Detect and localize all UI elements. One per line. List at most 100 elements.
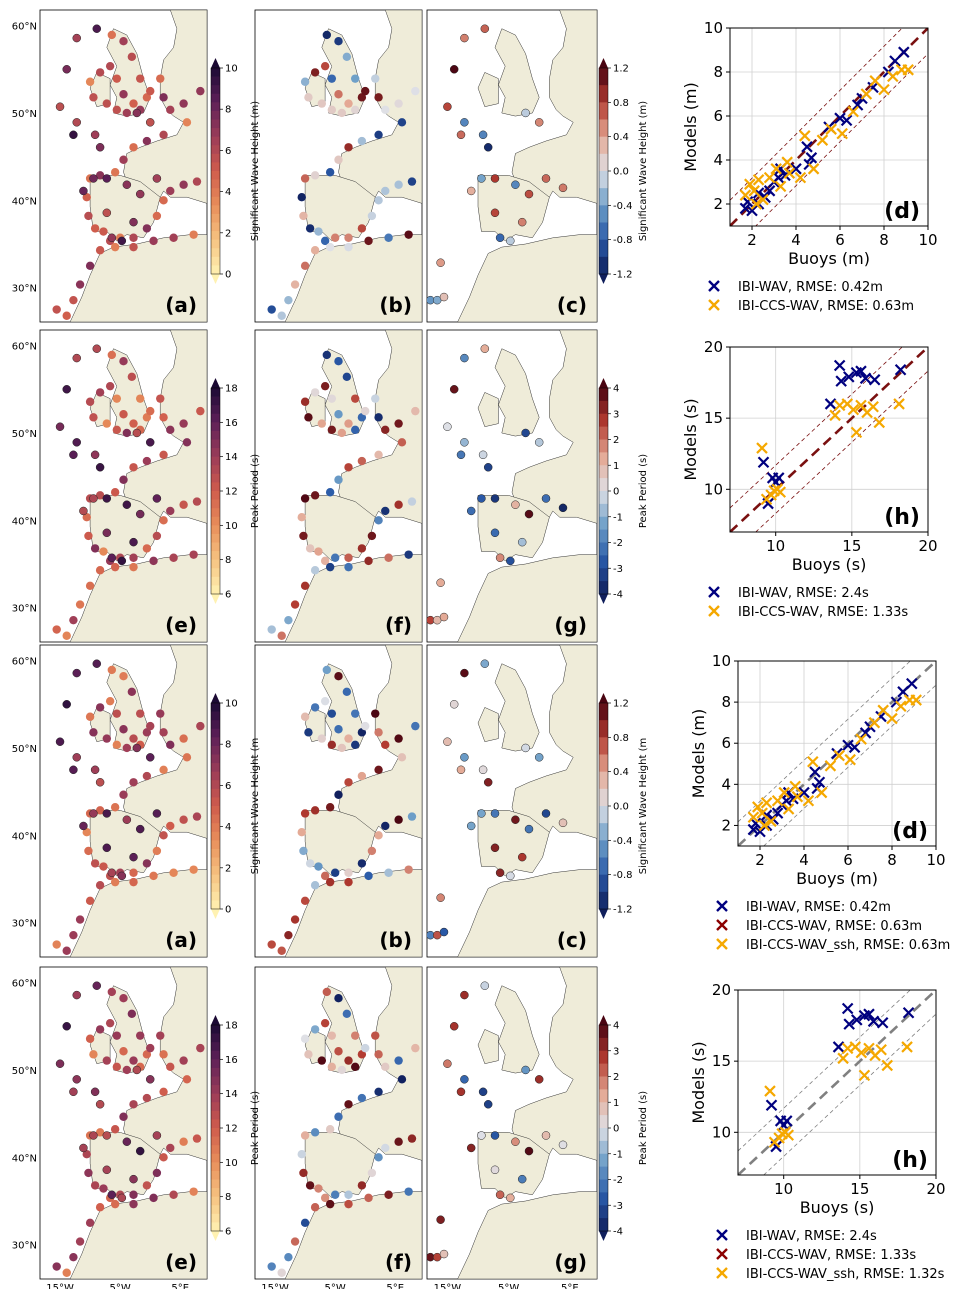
x-tick-label: 15 [842,537,861,555]
y-tick-label: 4 [713,151,723,169]
map-row1-abs-coast-pt-18 [159,413,168,422]
map-row2-abs-coast-pt-30 [82,828,91,837]
map-row0-station-land-2 [477,72,499,107]
map-row0-diff-coast-pt-10 [300,77,310,86]
upper-bound-line [730,28,903,201]
map-row2-abs-coast-pt-0 [107,665,117,675]
map-row1-abs-coast-pt-53 [52,625,61,634]
colorbar-row1-diff-seg-3 [599,426,608,440]
colorbar-tick-label: 2 [613,1072,619,1083]
map-row1-station-land-2 [477,392,499,427]
map-row1-diff-coast-pt-41 [394,500,403,509]
map-row3-abs-coast-pt-25 [129,1100,138,1109]
colorbar-tick-label: -0.4 [613,836,633,847]
map-row1-abs-coast-pt-48 [95,566,105,575]
map-row0-diff-coast-pt-27 [325,168,335,177]
colorbar-row1-abs-extend-bottom [211,594,220,604]
map-row1-diff-coast-pt-42 [407,497,417,506]
colorbar-row2-abs-seg-18 [211,857,220,867]
colorbar-row0-abs-seg-14 [211,188,220,198]
colorbar-label: Peak Period (s) [638,1091,649,1165]
map-row0-diff-coast-pt-9 [304,93,313,102]
map-row1-diff-coast-pt-52 [277,631,286,640]
map-row2-diff-panel-label: (b) [379,928,412,952]
data-point-series0-10 [801,141,813,153]
map-row3-diff-coast-pt-35 [330,1190,340,1199]
map-row0-abs-coast-pt-46 [169,233,178,242]
map-row1-abs-coast-pt-20 [179,419,188,428]
colorbar-row3-abs-seg-5 [211,1067,220,1077]
map-row3-abs-coast-pt-8 [102,1056,112,1065]
map-row2-abs-coast-pt-2 [127,687,137,696]
map-row0-station-panel-label: (c) [557,293,587,317]
colorbar-tick-label: -1 [613,1149,623,1160]
colorbar-row3-abs-seg-9 [211,1102,220,1112]
data-point-series0-7 [780,795,793,807]
legend-marker [716,900,728,912]
map-row0-diff-land-4 [284,234,422,322]
map-row1-diff-coast-pt-49 [300,581,310,591]
colorbar-row3-abs-seg-7 [211,1085,220,1095]
map-row2-abs-station-15 [135,824,145,834]
map-row1-abs-coast-pt-38 [152,531,162,541]
map-row0-diff-coast-pt-43 [325,242,335,252]
colorbar-row3-abs-seg-23 [211,1222,220,1232]
map-row1-diff-coast-pt-31 [299,531,308,541]
map-row0-diff-coast-pt-47 [404,230,413,239]
map-row3-diff-coast-pt-49 [300,1218,310,1228]
map-row3-abs-coast-pt-13 [112,1031,122,1040]
legend-marker [716,938,728,950]
map-row3-abs-coast-pt-21 [196,1043,205,1053]
map-row2-station-land-0 [511,645,597,839]
map-row1-diff-coast-pt-20 [394,419,403,428]
x-tick-label: 8 [887,851,897,869]
map-row2-abs: (a) 60°N 50°N 40°N 30°N [12,644,208,958]
colorbar-row0-abs-seg-3 [211,93,220,103]
map-row0-abs-coast-pt-12 [105,61,115,71]
map-row2-station-station-4 [460,753,469,762]
y-tick-label: 10 [712,652,731,670]
map-row3-station-station-3 [443,1059,452,1068]
map-row1-diff-land-0 [338,330,422,524]
map-row2-station-station-1 [480,659,490,668]
map-row3-station-station-17 [517,1174,527,1184]
colorbar-row1-abs-seg-21 [211,568,220,578]
data-point-series0-4 [780,1115,793,1127]
map-row0-diff-coast-pt-22 [397,118,407,127]
map-row1-diff-coast-pt-5 [351,425,360,435]
map-row0-diff-coast-pt-24 [357,136,367,146]
map-row1-station-station-2 [449,385,459,394]
colorbar-row2-abs-seg-11 [211,797,220,807]
map-row0-abs-coast-pt-37 [142,224,152,233]
map-row0-diff-coast-pt-44 [344,242,353,252]
colorbar-row2-diff-seg-8 [599,840,608,858]
colorbar-row3-abs-seg-11 [211,1119,220,1129]
map-row3-abs-coast-pt-31 [84,1168,93,1178]
map-row2-abs-station-2 [62,700,71,709]
map-row3-abs-coast-pt-42 [192,1134,202,1143]
lon-label: 5°E [171,1283,189,1289]
colorbar-row1-abs-seg-20 [211,559,220,569]
map-row0-diff-coast-pt-18 [374,93,383,102]
map-row0-abs-coast-pt-19 [166,105,175,115]
map-row1-abs-coast-pt-7 [112,425,122,435]
map-row3-abs-station-3 [55,1059,65,1068]
map-row2-station-station-8 [534,753,544,762]
map-row3-abs-coast-pt-43 [110,1199,120,1209]
x-axis-label: Buoys (m) [796,869,878,888]
map-row0-abs-coast-pt-4 [142,93,152,102]
colorbar-row3-diff-seg-6 [599,1102,608,1116]
colorbar-label: Significant Wave Height (m) [250,101,261,241]
map-row3-station-station-18 [495,1190,505,1200]
map-row2-abs-station-3 [55,737,65,746]
y-tick-label: 6 [721,734,731,752]
colorbar-row1-diff-seg-11 [599,529,608,543]
map-row0-abs-coast-pt-11 [95,68,105,77]
data-point-series2-5 [771,795,784,807]
map-row2-abs-coast-pt-39 [159,831,168,840]
colorbar-tick-label: 0 [225,270,231,281]
y-tick-label: 10 [704,19,723,37]
map-row1-abs-station-19 [117,556,127,566]
map-row3-abs-coast-pt-2 [127,1009,137,1018]
